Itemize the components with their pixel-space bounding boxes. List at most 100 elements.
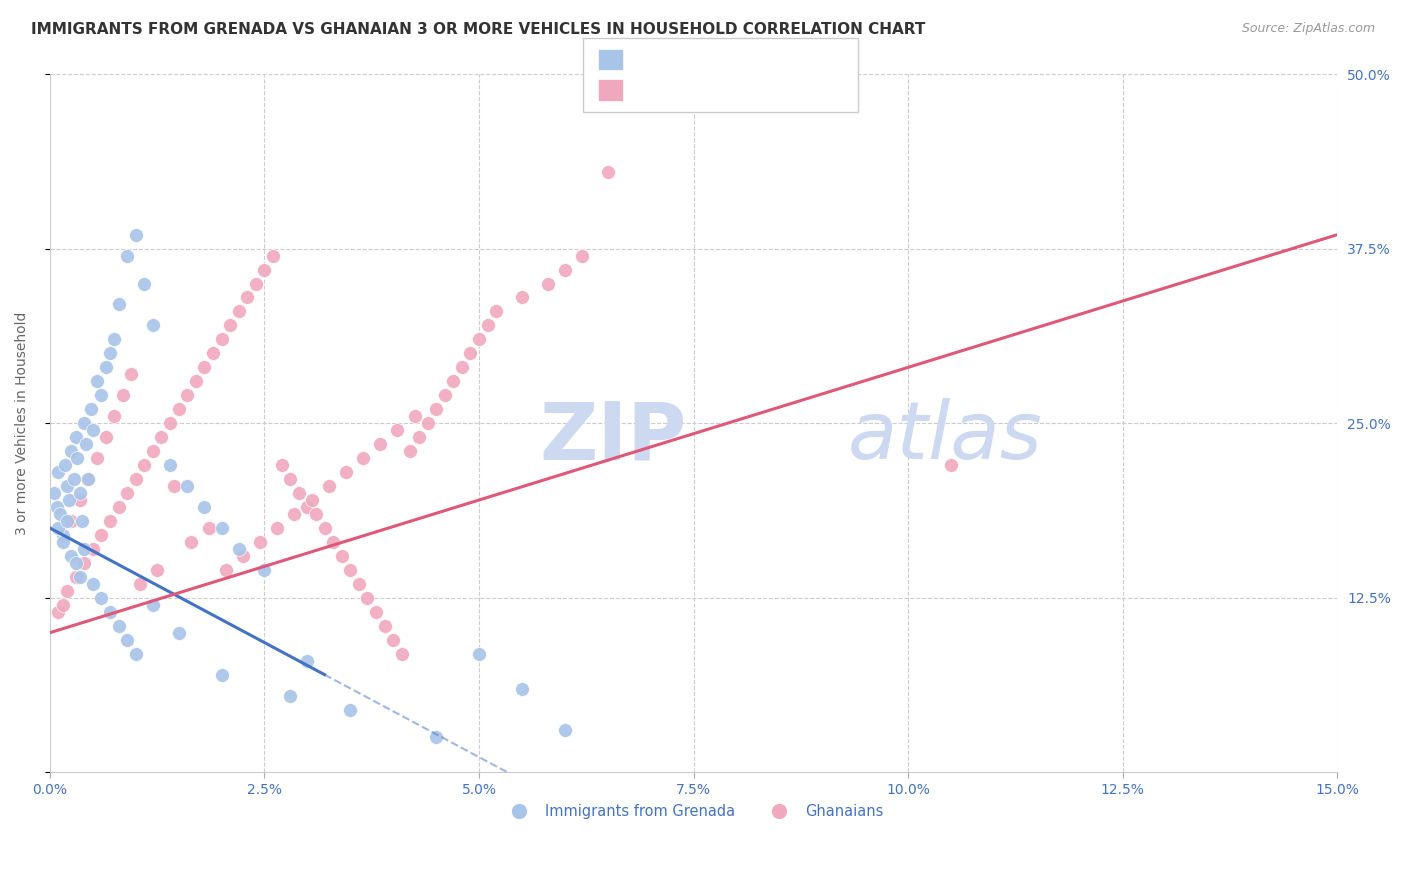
Point bbox=[142, 598, 165, 612]
Point bbox=[58, 493, 80, 508]
Point bbox=[73, 416, 96, 430]
Point bbox=[146, 563, 169, 577]
Point bbox=[485, 304, 508, 318]
Point bbox=[90, 388, 112, 402]
Point bbox=[65, 570, 87, 584]
Text: Source: ZipAtlas.com: Source: ZipAtlas.com bbox=[1241, 22, 1375, 36]
Point bbox=[60, 514, 83, 528]
Point bbox=[364, 605, 387, 619]
Point bbox=[56, 514, 79, 528]
Text: -0.275: -0.275 bbox=[675, 49, 727, 64]
Point bbox=[245, 277, 267, 291]
Point bbox=[90, 528, 112, 542]
Point bbox=[314, 521, 336, 535]
Point bbox=[228, 304, 250, 318]
Point bbox=[107, 297, 129, 311]
Point bbox=[86, 374, 108, 388]
Point bbox=[52, 535, 75, 549]
Point bbox=[322, 535, 344, 549]
Point bbox=[228, 541, 250, 556]
Point bbox=[82, 577, 104, 591]
Point bbox=[249, 535, 271, 549]
Point bbox=[468, 647, 491, 661]
Point bbox=[167, 402, 190, 417]
Point bbox=[211, 667, 233, 681]
Point bbox=[52, 528, 75, 542]
Point bbox=[297, 654, 319, 668]
Text: R =: R = bbox=[634, 79, 665, 95]
Point bbox=[48, 521, 70, 535]
Point bbox=[48, 605, 70, 619]
Point bbox=[211, 521, 233, 535]
Point bbox=[201, 346, 224, 360]
Point bbox=[236, 291, 259, 305]
Point bbox=[184, 374, 207, 388]
Point bbox=[73, 556, 96, 570]
Point bbox=[468, 332, 491, 346]
Point bbox=[69, 486, 91, 500]
Point bbox=[98, 346, 121, 360]
Point bbox=[86, 451, 108, 466]
Point bbox=[297, 500, 319, 514]
Point bbox=[278, 689, 301, 703]
Text: atlas: atlas bbox=[848, 398, 1043, 476]
Point bbox=[150, 430, 173, 444]
Point bbox=[301, 493, 323, 508]
Point bbox=[103, 409, 125, 424]
Point bbox=[98, 514, 121, 528]
Point bbox=[66, 451, 89, 466]
Point bbox=[49, 507, 72, 521]
Point bbox=[266, 521, 288, 535]
Point bbox=[69, 493, 91, 508]
Point bbox=[270, 458, 292, 472]
Point bbox=[193, 500, 215, 514]
Point bbox=[433, 388, 456, 402]
Point bbox=[339, 563, 361, 577]
Point bbox=[94, 430, 117, 444]
Point bbox=[477, 318, 499, 333]
Point bbox=[94, 360, 117, 375]
Point bbox=[73, 541, 96, 556]
Point bbox=[510, 291, 533, 305]
Point bbox=[134, 277, 156, 291]
Point bbox=[554, 723, 576, 738]
Point bbox=[142, 444, 165, 458]
Point bbox=[159, 458, 181, 472]
Legend: Immigrants from Grenada, Ghanaians: Immigrants from Grenada, Ghanaians bbox=[498, 797, 889, 824]
Y-axis label: 3 or more Vehicles in Household: 3 or more Vehicles in Household bbox=[15, 311, 30, 535]
Point bbox=[69, 570, 91, 584]
Point bbox=[450, 360, 472, 375]
Point bbox=[408, 430, 430, 444]
Point bbox=[82, 423, 104, 437]
Point bbox=[107, 500, 129, 514]
Point bbox=[72, 514, 94, 528]
Point bbox=[215, 563, 238, 577]
Point bbox=[142, 318, 165, 333]
Point bbox=[283, 507, 305, 521]
Point bbox=[537, 277, 560, 291]
Point bbox=[124, 227, 146, 242]
Point bbox=[262, 249, 284, 263]
Point bbox=[387, 423, 409, 437]
Point bbox=[391, 647, 413, 661]
Point bbox=[52, 598, 75, 612]
Point bbox=[111, 388, 134, 402]
Point bbox=[232, 549, 254, 563]
Point bbox=[176, 388, 198, 402]
Point bbox=[571, 249, 593, 263]
Text: 0.320: 0.320 bbox=[675, 79, 727, 95]
Point bbox=[460, 346, 482, 360]
Point bbox=[425, 731, 447, 745]
Point bbox=[330, 549, 353, 563]
Text: R =: R = bbox=[634, 49, 665, 64]
Point bbox=[339, 702, 361, 716]
Point bbox=[305, 507, 328, 521]
Text: ZIP: ZIP bbox=[538, 398, 686, 476]
Point bbox=[596, 165, 619, 179]
Point bbox=[134, 458, 156, 472]
Point bbox=[56, 479, 79, 493]
Point bbox=[80, 402, 103, 417]
Point bbox=[42, 486, 65, 500]
Point bbox=[197, 521, 219, 535]
Point bbox=[510, 681, 533, 696]
